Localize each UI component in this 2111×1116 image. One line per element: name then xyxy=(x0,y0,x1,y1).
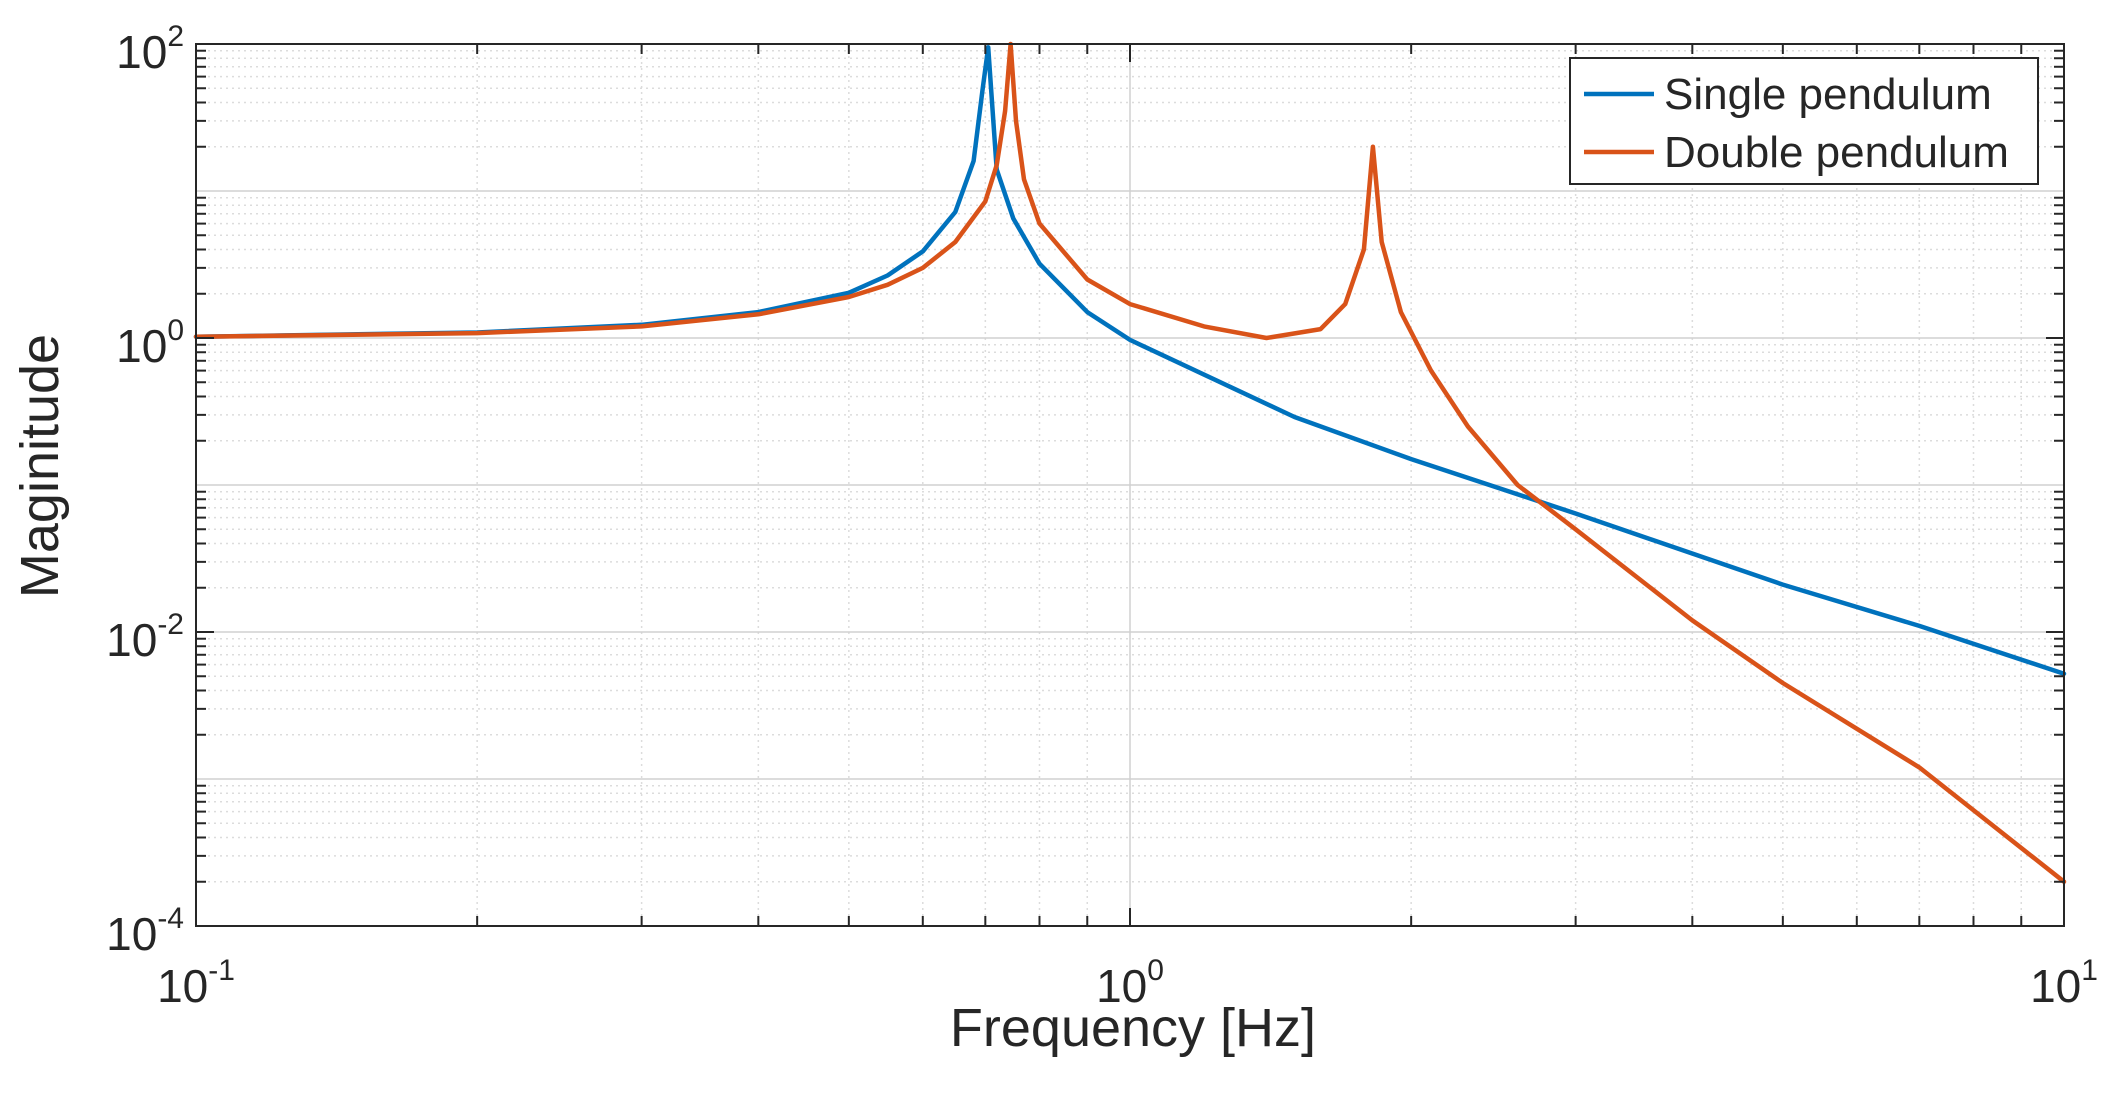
x-tick-label: 10-1 xyxy=(157,954,235,1012)
y-tick-label: 100 xyxy=(116,314,184,372)
legend-box xyxy=(1569,57,2039,185)
legend-label-single: Single pendulum xyxy=(1664,70,1992,119)
x-axis-title: Frequency [Hz] xyxy=(950,998,1316,1058)
x-tick-label: 101 xyxy=(2030,954,2098,1012)
legend-label-double: Double pendulum xyxy=(1664,128,2009,177)
y-tick-label: 102 xyxy=(116,20,184,78)
series-layer xyxy=(193,41,2067,884)
tick-labels: 10-1 100 101 10-4 10-2 100 102 xyxy=(106,20,2098,1012)
legend: Single pendulum Double pendulum xyxy=(1569,57,2039,185)
y-axis-title: Maginitude xyxy=(10,334,70,598)
x-tick-label: 100 xyxy=(1096,954,1164,1012)
y-tick-label: 10-2 xyxy=(106,608,184,666)
tick-marks xyxy=(195,43,2065,927)
y-tick-label: 10-4 xyxy=(106,902,184,960)
double-pendulum-line xyxy=(193,41,2067,884)
single-pendulum-line xyxy=(193,45,2067,676)
